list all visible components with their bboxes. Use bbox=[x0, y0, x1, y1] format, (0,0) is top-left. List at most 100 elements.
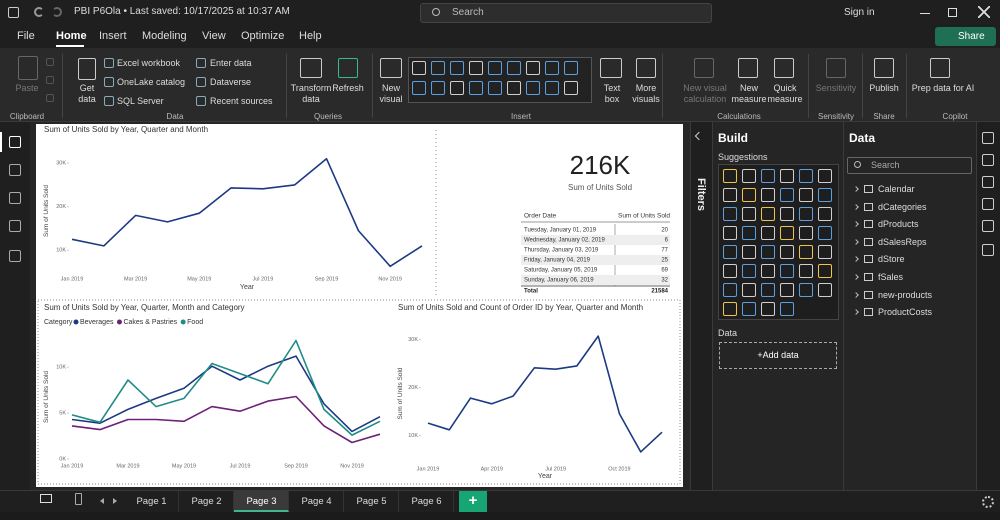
view-icon[interactable] bbox=[9, 192, 21, 204]
gallery-visual[interactable] bbox=[545, 61, 559, 75]
visual-type[interactable] bbox=[799, 226, 813, 240]
gallery-visual[interactable] bbox=[507, 61, 521, 75]
page-tab-label[interactable]: Page 2 bbox=[191, 496, 222, 507]
add-page-button[interactable] bbox=[459, 491, 487, 512]
visual-type[interactable] bbox=[723, 226, 737, 240]
visual-type[interactable] bbox=[818, 188, 832, 202]
data-table[interactable]: fSales bbox=[878, 272, 904, 282]
ribbon-new-visual[interactable]: New visual bbox=[379, 83, 403, 104]
share-label[interactable]: Share bbox=[958, 31, 985, 42]
close[interactable] bbox=[978, 6, 990, 18]
ribbon-sql[interactable]: SQL Server bbox=[117, 96, 164, 106]
gallery-visual[interactable] bbox=[488, 81, 502, 95]
gallery-visual[interactable] bbox=[431, 61, 445, 75]
undo-button[interactable] bbox=[34, 7, 44, 17]
pane-icon[interactable] bbox=[982, 154, 994, 166]
visual-type[interactable] bbox=[799, 283, 813, 297]
page-tab[interactable] bbox=[344, 491, 399, 512]
filters-label[interactable]: Filters bbox=[695, 178, 707, 212]
visual-type[interactable] bbox=[723, 302, 737, 316]
gallery-visual[interactable] bbox=[431, 81, 445, 95]
visual-type[interactable] bbox=[761, 188, 775, 202]
visual-type[interactable] bbox=[742, 302, 756, 316]
ribbon-refresh[interactable]: Refresh bbox=[332, 83, 364, 93]
ribbon-excel[interactable]: Excel workbook bbox=[117, 58, 181, 68]
visual-type[interactable] bbox=[723, 207, 737, 221]
ribbon-new-visual-calc[interactable]: New visual calculation bbox=[683, 83, 727, 104]
page-nav-prev[interactable] bbox=[100, 498, 104, 504]
pane-icon[interactable] bbox=[982, 132, 994, 144]
menu-tab[interactable]: Modeling bbox=[142, 30, 187, 42]
ribbon-enter[interactable]: Enter data bbox=[210, 58, 252, 68]
gallery-visual[interactable] bbox=[507, 81, 521, 95]
page-tab-label[interactable]: Page 6 bbox=[411, 496, 442, 507]
page-tab-label[interactable]: Page 4 bbox=[301, 496, 332, 507]
page-tab-label[interactable]: Page 5 bbox=[356, 496, 387, 507]
visual-type[interactable] bbox=[818, 283, 832, 297]
ribbon-more-visuals[interactable]: More visuals bbox=[632, 83, 660, 104]
pane-icon[interactable] bbox=[982, 244, 994, 256]
view-icon[interactable] bbox=[9, 220, 21, 232]
visual-type[interactable] bbox=[761, 226, 775, 240]
visual-type[interactable] bbox=[723, 188, 737, 202]
gallery-visual[interactable] bbox=[469, 61, 483, 75]
visual-type[interactable] bbox=[818, 207, 832, 221]
menu-tab[interactable]: Help bbox=[299, 30, 322, 42]
visual-type[interactable] bbox=[780, 302, 794, 316]
add-data-button[interactable] bbox=[719, 342, 837, 369]
ribbon-recent[interactable]: Recent sources bbox=[210, 96, 273, 106]
mobile-view-icon[interactable] bbox=[75, 493, 82, 505]
sign-in[interactable]: Sign in bbox=[844, 7, 875, 18]
visual-type[interactable] bbox=[761, 169, 775, 183]
view-icon[interactable] bbox=[9, 250, 21, 262]
visual-type[interactable] bbox=[761, 283, 775, 297]
share-button[interactable] bbox=[935, 27, 996, 46]
data-table[interactable]: dProducts bbox=[878, 219, 919, 230]
data-table[interactable]: ProductCosts bbox=[878, 307, 933, 318]
gallery-visual[interactable] bbox=[412, 61, 426, 75]
ribbon-publish[interactable]: Publish bbox=[869, 83, 899, 93]
visual-type[interactable] bbox=[742, 264, 756, 278]
maximize[interactable] bbox=[948, 8, 957, 17]
page-tab[interactable] bbox=[289, 491, 344, 512]
visual-type[interactable] bbox=[780, 283, 794, 297]
page-nav-next[interactable] bbox=[113, 498, 117, 504]
visual-type[interactable] bbox=[761, 245, 775, 259]
visual-type[interactable] bbox=[742, 207, 756, 221]
visual-type[interactable] bbox=[723, 264, 737, 278]
gallery-visual[interactable] bbox=[450, 81, 464, 95]
ribbon-dataverse[interactable]: Dataverse bbox=[210, 77, 252, 87]
view-icon[interactable] bbox=[9, 164, 21, 176]
data-table[interactable]: new-products bbox=[878, 289, 933, 300]
visual-type[interactable] bbox=[723, 169, 737, 183]
visual-type[interactable] bbox=[761, 264, 775, 278]
gallery-visual[interactable] bbox=[564, 61, 578, 75]
visual-type[interactable] bbox=[818, 226, 832, 240]
gallery-visual[interactable] bbox=[564, 81, 578, 95]
page-tab-label[interactable]: Page 1 bbox=[136, 496, 167, 507]
ribbon-text-box[interactable]: Text box bbox=[603, 83, 621, 104]
visual-type[interactable] bbox=[780, 169, 794, 183]
menu-tab[interactable]: Optimize bbox=[241, 30, 285, 42]
visual-type[interactable] bbox=[818, 245, 832, 259]
add-data-label[interactable]: +Add data bbox=[757, 350, 799, 360]
page-tab[interactable] bbox=[399, 491, 454, 512]
pane-icon[interactable] bbox=[982, 176, 994, 188]
visual-type[interactable] bbox=[799, 169, 813, 183]
ribbon-transform[interactable]: Transform data bbox=[290, 83, 332, 104]
search-box[interactable] bbox=[420, 3, 712, 23]
visual-type[interactable] bbox=[799, 188, 813, 202]
visual-type[interactable] bbox=[723, 245, 737, 259]
visual-type[interactable] bbox=[723, 283, 737, 297]
visual-type[interactable] bbox=[818, 264, 832, 278]
ribbon-paste[interactable]: Paste bbox=[15, 83, 39, 93]
ribbon-quick-measure[interactable]: Quick measure bbox=[767, 83, 803, 104]
page-tab-label[interactable]: Page 3 bbox=[246, 496, 277, 507]
pane-icon[interactable] bbox=[982, 220, 994, 232]
ribbon-button[interactable]: Sensitivity bbox=[815, 83, 857, 93]
data-table[interactable]: dSalesReps bbox=[878, 236, 927, 247]
visual-type[interactable] bbox=[761, 302, 775, 316]
redo-button[interactable] bbox=[52, 7, 62, 17]
desktop-view-icon[interactable] bbox=[40, 494, 52, 503]
add-page-label[interactable]: + bbox=[468, 492, 478, 509]
